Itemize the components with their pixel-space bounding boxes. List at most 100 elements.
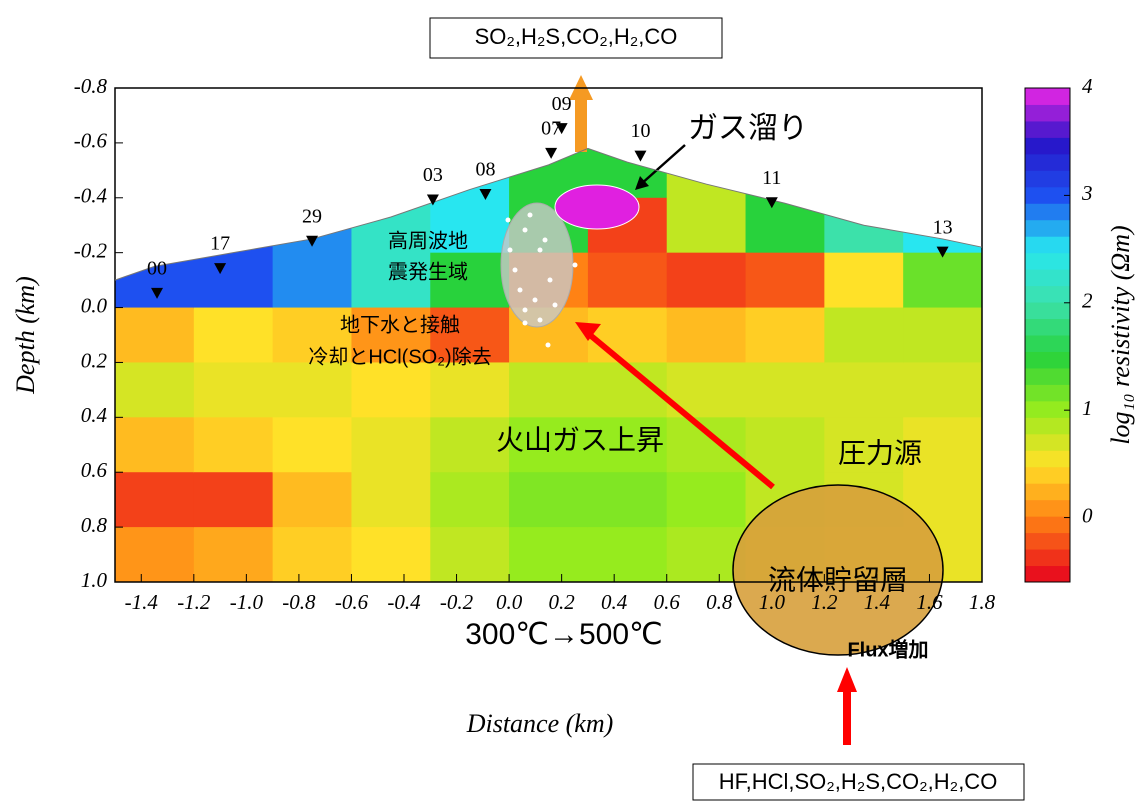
resistivity-cell bbox=[667, 253, 747, 309]
colorbar-step bbox=[1025, 253, 1070, 270]
y-tick-label: 0.4 bbox=[81, 403, 108, 427]
resistivity-cell bbox=[194, 308, 274, 364]
colorbar-step bbox=[1025, 319, 1070, 336]
colorbar-step bbox=[1025, 368, 1070, 385]
resistivity-cell bbox=[509, 472, 589, 528]
station-label: 00 bbox=[147, 257, 167, 279]
colorbar-step bbox=[1025, 88, 1070, 105]
resistivity-cell bbox=[351, 472, 431, 528]
colorbar-step bbox=[1025, 335, 1070, 352]
colorbar-step bbox=[1025, 154, 1070, 171]
colorbar-tick-label: 4 bbox=[1082, 74, 1093, 98]
colorbar-step bbox=[1025, 483, 1070, 500]
resistivity-cell bbox=[824, 253, 904, 309]
resistivity-cell bbox=[430, 362, 510, 418]
annotation-gas-pocket: ガス溜り bbox=[688, 112, 808, 145]
resistivity-cell bbox=[430, 472, 510, 528]
colorbar-step bbox=[1025, 500, 1070, 517]
gas-pocket bbox=[555, 185, 639, 229]
x-tick-label: 0.4 bbox=[601, 590, 628, 614]
x-tick-label: 0.6 bbox=[654, 590, 681, 614]
resistivity-cell bbox=[667, 78, 747, 254]
colorbar-tick-label: 2 bbox=[1082, 289, 1093, 313]
colorbar-step bbox=[1025, 220, 1070, 237]
colorbar-step bbox=[1025, 170, 1070, 187]
colorbar-step bbox=[1025, 137, 1070, 154]
x-tick-label: -0.6 bbox=[335, 590, 369, 614]
colorbar-step bbox=[1025, 384, 1070, 401]
x-tick-label: 1.6 bbox=[916, 590, 943, 614]
seismic-zone bbox=[501, 203, 573, 327]
hypocenter bbox=[548, 278, 553, 283]
hypocenter bbox=[573, 263, 578, 268]
y-axis-label: Depth (km) bbox=[11, 276, 40, 395]
hypocenter bbox=[523, 228, 528, 233]
colorbar-step bbox=[1025, 533, 1070, 550]
x-tick-label: 1.2 bbox=[811, 590, 838, 614]
resistivity-cell bbox=[509, 362, 589, 418]
resistivity-cell bbox=[588, 253, 668, 309]
resistivity-cell bbox=[588, 472, 668, 528]
resistivity-cell bbox=[824, 308, 904, 364]
colorbar-step bbox=[1025, 104, 1070, 121]
resistivity-cell bbox=[746, 417, 826, 473]
resistivity-cell bbox=[194, 362, 274, 418]
resistivity-cell bbox=[588, 527, 668, 583]
resistivity-cell bbox=[588, 308, 668, 364]
hypocenter bbox=[518, 288, 523, 293]
resistivity-cell bbox=[273, 417, 353, 473]
resistivity-cell bbox=[746, 78, 826, 254]
hypocenter bbox=[553, 303, 558, 308]
resistivity-cell bbox=[903, 253, 1023, 309]
station-marker bbox=[545, 148, 557, 159]
x-tick-label: -1.4 bbox=[125, 590, 159, 614]
hypocenter bbox=[513, 268, 518, 273]
x-tick-label: 1.0 bbox=[759, 590, 786, 614]
resistivity-cell bbox=[194, 472, 274, 528]
x-axis-label: Distance (km) bbox=[466, 709, 614, 738]
hypocenter bbox=[543, 238, 548, 243]
chart: SO₂,H₂S,CO₂,H₂,COHF,HCl,SO₂,H₂S,CO₂,H₂,C… bbox=[0, 0, 1147, 801]
colorbar-step bbox=[1025, 121, 1070, 138]
hypocenter bbox=[528, 213, 533, 218]
annotation-groundwater-2: 冷却とHCl(SO₂)除去 bbox=[308, 345, 491, 368]
colorbar-step bbox=[1025, 351, 1070, 368]
resistivity-cell bbox=[194, 133, 274, 309]
annotation-seismic-2: 震発生域 bbox=[388, 260, 468, 283]
y-tick-label: -0.4 bbox=[74, 184, 108, 208]
annotation-pressure-source: 圧力源 bbox=[838, 437, 922, 468]
hypocenter bbox=[538, 248, 543, 253]
x-tick-label: -1.2 bbox=[177, 590, 211, 614]
x-tick-label: 0.2 bbox=[549, 590, 576, 614]
annotation-bottom-gases: HF,HCl,SO₂,H₂S,CO₂,H₂,CO bbox=[719, 769, 998, 794]
colorbar-tick-label: 3 bbox=[1081, 181, 1093, 205]
y-tick-label: -0.6 bbox=[74, 129, 108, 153]
colorbar-tick-label: 0 bbox=[1082, 503, 1093, 527]
colorbar-step bbox=[1025, 302, 1070, 319]
resistivity-cell bbox=[194, 417, 274, 473]
resistivity-cell bbox=[903, 308, 1023, 364]
orange-arrow bbox=[569, 75, 593, 152]
hypocenter bbox=[506, 218, 511, 223]
colorbar-step bbox=[1025, 187, 1070, 204]
station-marker bbox=[634, 151, 646, 162]
x-tick-label: -0.4 bbox=[387, 590, 421, 614]
station-label: 17 bbox=[210, 233, 230, 255]
resistivity-cell bbox=[509, 527, 589, 583]
resistivity-cell bbox=[273, 472, 353, 528]
annotation-temperature: 300℃→500℃ bbox=[465, 618, 663, 651]
colorbar-step bbox=[1025, 203, 1070, 220]
annotation-seismic-1: 高周波地 bbox=[388, 229, 468, 252]
resistivity-cell bbox=[351, 527, 431, 583]
y-tick-label: -0.2 bbox=[74, 238, 108, 262]
y-tick-label: 1.0 bbox=[81, 568, 108, 592]
colorbar-step bbox=[1025, 450, 1070, 467]
resistivity-cell bbox=[824, 78, 904, 254]
hypocenter bbox=[533, 298, 538, 303]
x-tick-label: -0.2 bbox=[440, 590, 474, 614]
y-tick-label: 0.6 bbox=[81, 458, 108, 482]
x-tick-label: 0.0 bbox=[496, 590, 523, 614]
resistivity-cell bbox=[75, 133, 195, 309]
colorbar-step bbox=[1025, 401, 1070, 418]
station-label: 11 bbox=[762, 167, 781, 189]
